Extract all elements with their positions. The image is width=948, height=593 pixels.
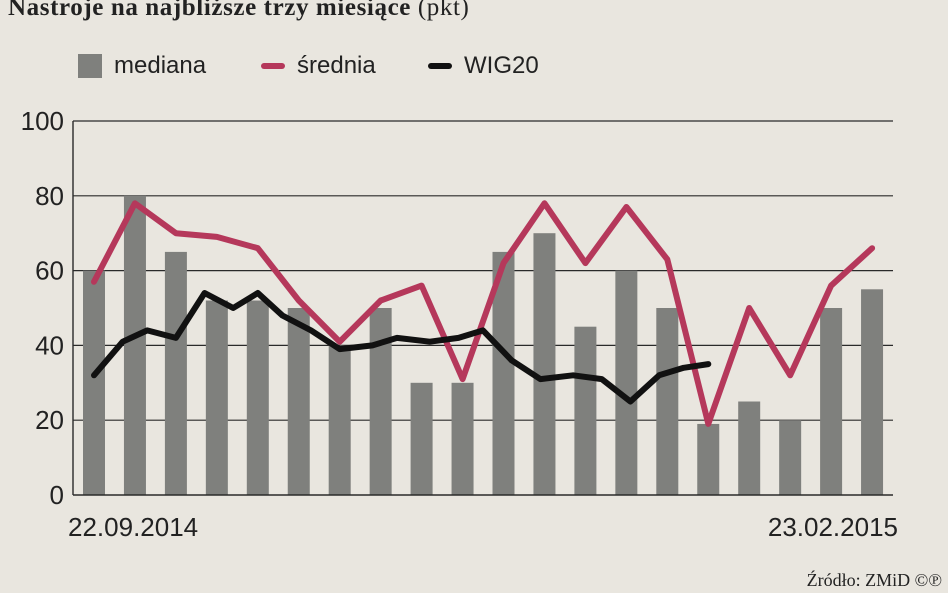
legend-swatch-mediana [78,54,102,78]
legend-label-wig20: WIG20 [464,52,539,79]
bar-mediana [205,300,228,495]
bar-mediana [410,382,433,495]
bar-mediana [287,308,310,495]
bar-mediana [83,270,105,495]
bar-mediana [123,195,146,496]
legend-item-wig20: WIG20 [428,52,539,80]
y-tick-label: 60 [35,256,64,286]
chart-title-unit: (pkt) [417,0,470,21]
bar-mediana [820,308,843,495]
line-srednia [91,200,876,427]
bar-mediana [328,345,351,495]
bar-mediana [533,233,556,495]
y-tick-label: 20 [35,405,64,435]
y-tick-label: 80 [35,181,64,211]
bar-mediana [574,326,597,495]
bar-mediana [451,382,474,495]
bar-mediana [861,289,884,495]
bar-mediana [779,420,802,495]
chart-title: Nastroje na najbliższe trzy miesiące (pk… [8,0,469,22]
legend-swatch-srednia [261,63,285,69]
bar-mediana [697,423,720,495]
chart-title-text: Nastroje na najbliższe trzy miesiące [8,0,411,21]
bar-mediana [492,251,515,495]
y-tick-label: 40 [35,330,64,360]
bar-mediana [656,308,679,495]
bar-mediana [615,270,638,495]
x-end-label: 23.02.2015 [768,512,898,542]
bar-mediana [369,308,392,495]
legend-label-mediana: mediana [114,52,207,79]
bar-mediana [738,401,761,495]
legend-swatch-wig20 [428,63,452,69]
line-wig20 [91,290,712,405]
legend-label-srednia: średnia [297,52,376,79]
y-tick-label: 0 [50,480,64,510]
legend-item-mediana: mediana [78,52,206,80]
source-note: Źródło: ZMiD ©℗ [806,570,942,590]
x-start-label: 22.09.2014 [68,512,198,542]
y-tick-label: 100 [21,106,64,136]
bar-mediana [246,300,269,495]
bar-mediana [164,251,187,495]
legend-item-srednia: średnia [261,52,376,80]
